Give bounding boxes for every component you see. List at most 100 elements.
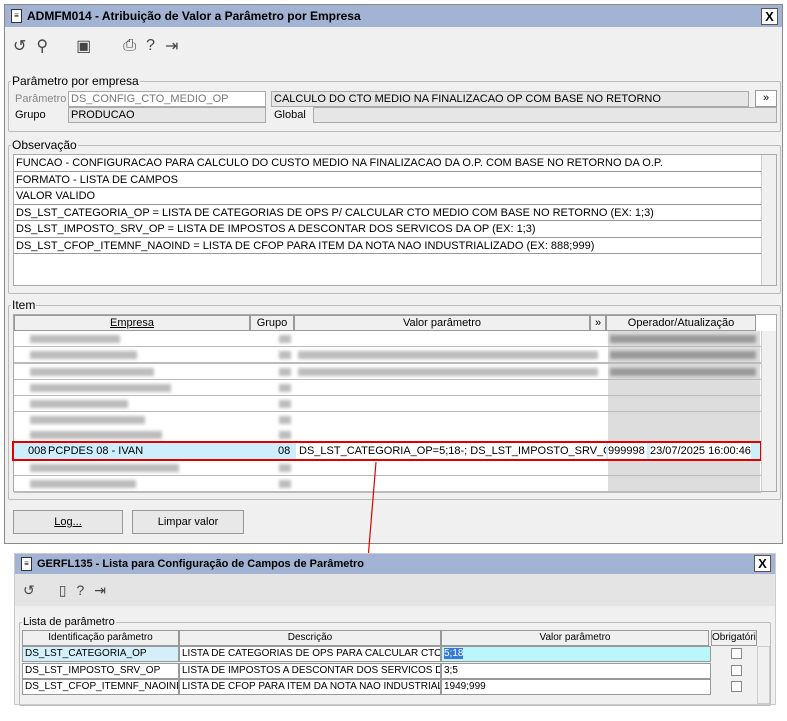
redacted-valor bbox=[298, 368, 598, 376]
cell-empresa: PCPDES 08 - IVAN bbox=[48, 445, 144, 457]
col-identificacao[interactable]: Identificação parâmetro bbox=[22, 630, 179, 646]
param-group-legend: Parâmetro por empresa bbox=[12, 74, 139, 88]
param-group: Parâmetro por empresa bbox=[8, 74, 781, 132]
item-legend: Item bbox=[12, 298, 36, 312]
redacted-grupo bbox=[279, 480, 291, 488]
obs-scrollbar[interactable] bbox=[761, 155, 776, 285]
calendar-icon[interactable]: ▯ bbox=[58, 581, 67, 598]
search-icon[interactable]: ⚲ bbox=[36, 38, 49, 55]
obs-group: Observação bbox=[8, 138, 781, 294]
redacted-grupo bbox=[279, 368, 291, 376]
operador-column-shade bbox=[608, 396, 760, 411]
window-title: ADMFM014 - Atribuição de Valor a Parâmet… bbox=[27, 9, 361, 23]
cell-data: 23/07/2025 16:00:46 bbox=[650, 443, 751, 459]
cell-desc: LISTA DE CATEGORIAS DE OPS PARA CALCULAR… bbox=[179, 646, 441, 662]
table-row-redacted[interactable] bbox=[14, 331, 761, 348]
cell-id: DS_LST_IMPOSTO_SRV_OP bbox=[22, 662, 179, 679]
cell-operador: 999998 bbox=[608, 443, 647, 459]
obrigatorio-checkbox[interactable] bbox=[731, 664, 742, 676]
redacted-grupo bbox=[279, 400, 291, 408]
item-scrollbar[interactable] bbox=[761, 331, 776, 491]
col-grupo[interactable]: Grupo bbox=[250, 315, 294, 331]
table-row-selected[interactable]: 008 PCPDES 08 - IVAN 08 DS_LST_CATEGORIA… bbox=[14, 443, 761, 459]
document-icon: ≡ bbox=[21, 557, 32, 571]
expand-button[interactable]: » bbox=[755, 90, 777, 107]
operador-column-shade bbox=[608, 476, 760, 491]
obs-line: DS_LST_IMPOSTO_SRV_OP = LISTA DE IMPOSTO… bbox=[14, 221, 761, 238]
obs-line: DS_LST_CFOP_ITEMNF_NAOIND = LISTA DE CFO… bbox=[14, 237, 761, 254]
param-description: CALCULO DO CTO MEDIO NA FINALIZACAO OP C… bbox=[271, 91, 749, 107]
redacted-operador bbox=[610, 335, 756, 343]
lista-group: Lista de parâmetro bbox=[19, 616, 771, 706]
operador-column-shade bbox=[608, 427, 760, 442]
dialog-title: GERFL135 - Lista para Configuração de Ca… bbox=[37, 558, 365, 570]
obrigatorio-checkbox[interactable] bbox=[731, 681, 742, 692]
item-group: Item bbox=[8, 298, 781, 500]
obs-legend: Observação bbox=[12, 138, 77, 152]
table-row-redacted[interactable] bbox=[14, 347, 761, 364]
col-obrigatorio[interactable]: Obrigatório bbox=[711, 630, 757, 646]
col-descricao[interactable]: Descrição bbox=[179, 630, 441, 646]
dialog-scrollbar[interactable] bbox=[757, 646, 770, 704]
col-operador[interactable]: Operador/Atualização bbox=[606, 315, 756, 331]
close-button[interactable]: X bbox=[761, 8, 778, 25]
group-label: Grupo bbox=[15, 109, 46, 121]
cell-valor[interactable]: DS_LST_CATEGORIA_OP=5;18-; DS_LST_IMPOST… bbox=[296, 443, 606, 459]
operador-column-shade bbox=[608, 412, 760, 427]
document-icon: ≡ bbox=[11, 9, 22, 23]
help-icon[interactable]: ? bbox=[146, 37, 155, 54]
dialog-close-button[interactable]: X bbox=[754, 555, 771, 572]
cell-valor[interactable]: 5;18 bbox=[441, 646, 711, 662]
redacted-valor bbox=[298, 351, 598, 359]
valor-text: 5;18 bbox=[444, 648, 464, 659]
redacted-empresa bbox=[30, 480, 136, 488]
obs-line: DS_LST_CATEGORIA_OP = LISTA DE CATEGORIA… bbox=[14, 204, 761, 221]
print-icon[interactable]: ⎙ bbox=[123, 37, 137, 54]
obs-line: FUNCAO - CONFIGURACAO PARA CALCULO DO CU… bbox=[14, 155, 761, 172]
redacted-grupo bbox=[279, 431, 291, 439]
toolbar: ↺ ⚲ ▣ ⎙ ? ⇥ bbox=[5, 27, 782, 65]
table-row-redacted[interactable] bbox=[14, 427, 761, 444]
redacted-operador bbox=[610, 368, 756, 376]
param-label: Parâmetro bbox=[15, 93, 67, 105]
table-row-redacted[interactable] bbox=[14, 364, 761, 381]
limpar-valor-button[interactable]: Limpar valor bbox=[132, 510, 244, 534]
redacted-empresa bbox=[30, 400, 128, 408]
col-empresa[interactable]: Empresa bbox=[14, 315, 250, 331]
dialog-title-bar: ≡ GERFL135 - Lista para Configuração de … bbox=[15, 554, 775, 574]
col-valor[interactable]: Valor parâmetro bbox=[294, 315, 590, 331]
exit-icon[interactable]: ⇥ bbox=[164, 38, 179, 55]
obs-list[interactable]: FUNCAO - CONFIGURACAO PARA CALCULO DO CU… bbox=[13, 154, 777, 286]
col-valor-parametro[interactable]: Valor parâmetro bbox=[441, 630, 709, 646]
redacted-empresa bbox=[30, 351, 137, 359]
cell-grupo: 08 bbox=[278, 445, 291, 457]
redacted-empresa bbox=[30, 431, 162, 439]
redacted-operador bbox=[610, 351, 756, 359]
help-icon[interactable]: ? bbox=[76, 582, 85, 598]
undo-icon[interactable]: ↺ bbox=[13, 38, 27, 55]
exit-icon[interactable]: ⇥ bbox=[94, 581, 106, 598]
cell-valor[interactable]: 1949;999 bbox=[441, 679, 711, 695]
title-bar: ≡ ADMFM014 - Atribuição de Valor a Parâm… bbox=[5, 5, 782, 27]
redacted-empresa bbox=[30, 416, 145, 424]
redacted-grupo bbox=[279, 464, 291, 472]
col-expand-button[interactable]: » bbox=[590, 315, 606, 331]
obs-line: VALOR VALIDO bbox=[14, 188, 761, 205]
global-label: Global bbox=[274, 109, 306, 121]
group-field: PRODUCAO bbox=[68, 107, 266, 123]
obrigatorio-checkbox[interactable] bbox=[731, 648, 742, 659]
log-button[interactable]: Log... bbox=[13, 510, 123, 534]
dialog-toolbar: ↺ ▯ ? ⇥ bbox=[15, 574, 775, 606]
cell-desc: LISTA DE IMPOSTOS A DESCONTAR DOS SERVIC… bbox=[179, 662, 441, 679]
table-row-redacted[interactable] bbox=[14, 476, 761, 493]
undo-icon[interactable]: ↺ bbox=[23, 581, 35, 598]
redacted-grupo bbox=[279, 351, 291, 359]
save-icon[interactable]: ▣ bbox=[76, 38, 92, 55]
param-input[interactable]: DS_CONFIG_CTO_MEDIO_OP bbox=[68, 91, 266, 107]
table-row-redacted[interactable] bbox=[14, 460, 761, 477]
table-row-redacted[interactable] bbox=[14, 380, 761, 397]
table-row-redacted[interactable] bbox=[14, 396, 761, 413]
cell-valor[interactable]: 3;5 bbox=[441, 662, 711, 679]
valor-text: 3;5 bbox=[444, 664, 458, 676]
cell-desc: LISTA DE CFOP PARA ITEM DA NOTA NAO INDU… bbox=[179, 679, 441, 695]
